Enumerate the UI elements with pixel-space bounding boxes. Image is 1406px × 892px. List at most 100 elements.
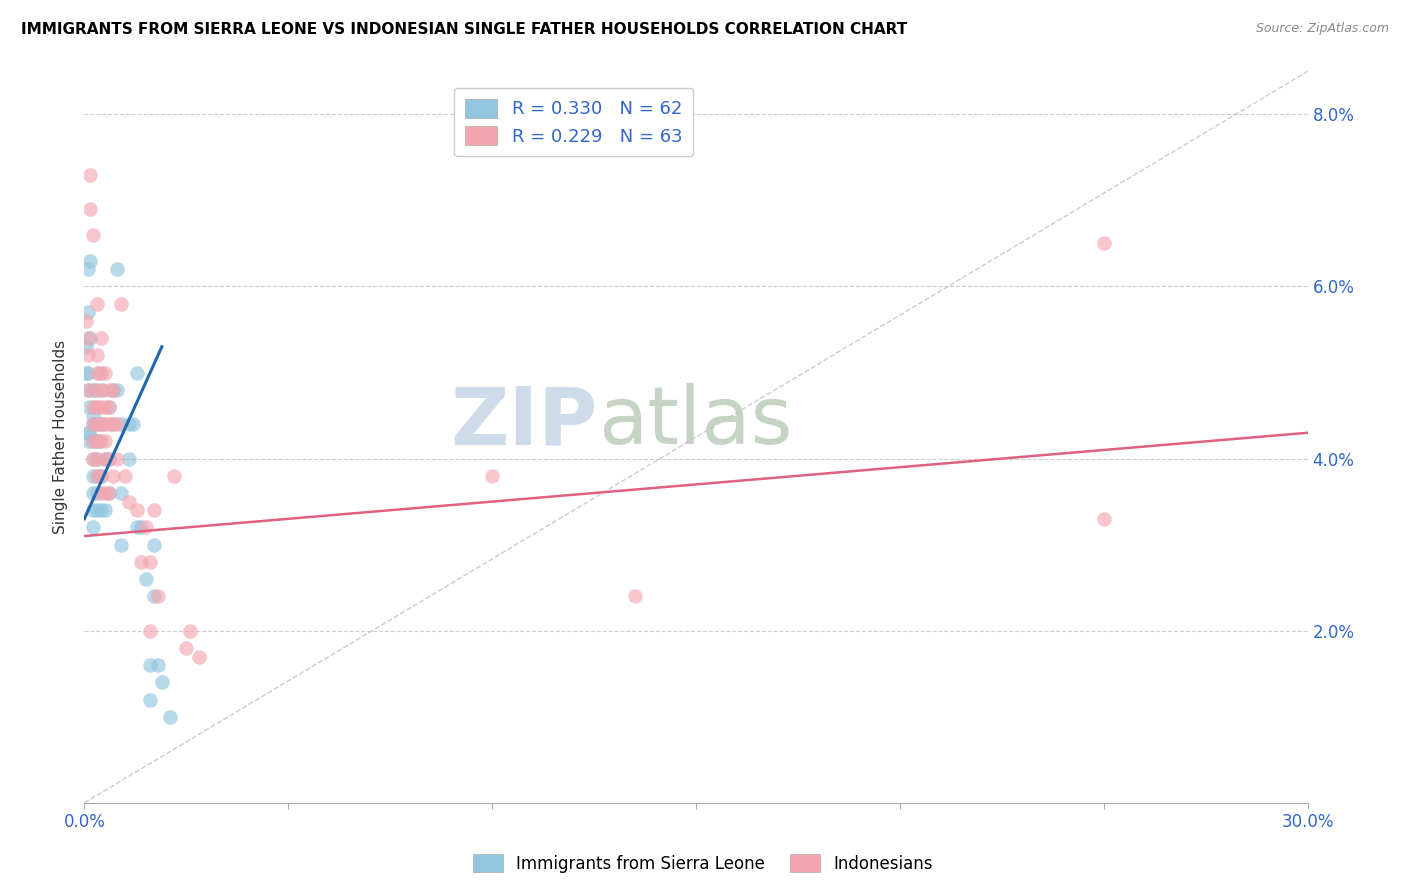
Point [93,503,115,517]
Point [82,434,104,449]
Point [174,640,197,655]
Point [118,494,141,508]
Point [127,520,149,534]
Point [93,366,115,380]
Text: IMMIGRANTS FROM SIERRA LEONE VS INDONESIAN SINGLE FATHER HOUSEHOLDS CORRELATION : IMMIGRANTS FROM SIERRA LEONE VS INDONESI… [21,22,907,37]
Point [82,417,104,432]
Point [87,434,110,449]
Point [77,383,100,397]
Point [624,589,647,603]
Point [105,417,128,432]
Point [82,227,104,242]
Point [90,331,112,345]
Point [77,366,100,380]
Point [159,710,181,724]
Point [82,451,104,466]
Point [82,486,104,500]
Point [97,383,120,397]
Point [127,503,149,517]
Point [90,366,112,380]
Point [97,417,120,432]
Point [87,366,110,380]
Point [131,555,153,569]
Point [97,486,120,500]
Legend: Immigrants from Sierra Leone, Indonesians: Immigrants from Sierra Leone, Indonesian… [467,847,939,880]
Point [83,383,105,397]
Point [97,400,120,414]
Point [86,400,108,414]
Point [105,262,128,277]
Point [83,417,105,432]
Point [82,503,104,517]
Point [110,538,132,552]
Point [77,262,100,277]
Point [97,451,120,466]
Point [101,468,124,483]
Point [86,468,108,483]
Point [97,486,120,500]
Point [90,468,112,483]
Y-axis label: Single Father Households: Single Father Households [53,340,69,534]
Point [142,538,165,552]
Point [481,468,503,483]
Point [79,331,101,345]
Text: atlas: atlas [598,384,793,461]
Point [97,451,120,466]
Point [127,366,149,380]
Point [82,400,104,414]
Point [101,383,124,397]
Point [90,400,112,414]
Point [76,425,98,440]
Text: ZIP: ZIP [451,384,598,461]
Point [86,451,108,466]
Point [86,503,108,517]
Point [93,486,115,500]
Point [86,417,108,432]
Point [82,520,104,534]
Point [75,314,97,328]
Point [82,468,104,483]
Legend: R = 0.330   N = 62, R = 0.229   N = 63: R = 0.330 N = 62, R = 0.229 N = 63 [454,87,693,156]
Point [82,409,104,423]
Point [86,451,108,466]
Point [142,503,165,517]
Point [86,348,108,362]
Point [79,202,101,216]
Point [138,624,160,638]
Point [135,520,157,534]
Point [90,434,112,449]
Point [77,305,100,319]
Point [93,417,115,432]
Point [138,658,160,673]
Point [163,468,186,483]
Point [86,296,108,310]
Point [142,589,165,603]
Point [150,675,173,690]
Point [86,434,108,449]
Point [86,434,108,449]
Point [90,486,112,500]
Point [1092,512,1115,526]
Text: Source: ZipAtlas.com: Source: ZipAtlas.com [1256,22,1389,36]
Point [93,451,115,466]
Point [77,383,100,397]
Point [1092,236,1115,251]
Point [93,400,115,414]
Point [105,451,128,466]
Point [118,451,141,466]
Point [82,417,104,432]
Point [131,520,153,534]
Point [93,451,115,466]
Point [75,340,97,354]
Point [90,503,112,517]
Point [86,383,108,397]
Point [82,383,104,397]
Point [79,168,101,182]
Point [82,451,104,466]
Point [110,486,132,500]
Point [187,649,209,664]
Point [105,383,128,397]
Point [79,253,101,268]
Point [82,434,104,449]
Point [77,400,100,414]
